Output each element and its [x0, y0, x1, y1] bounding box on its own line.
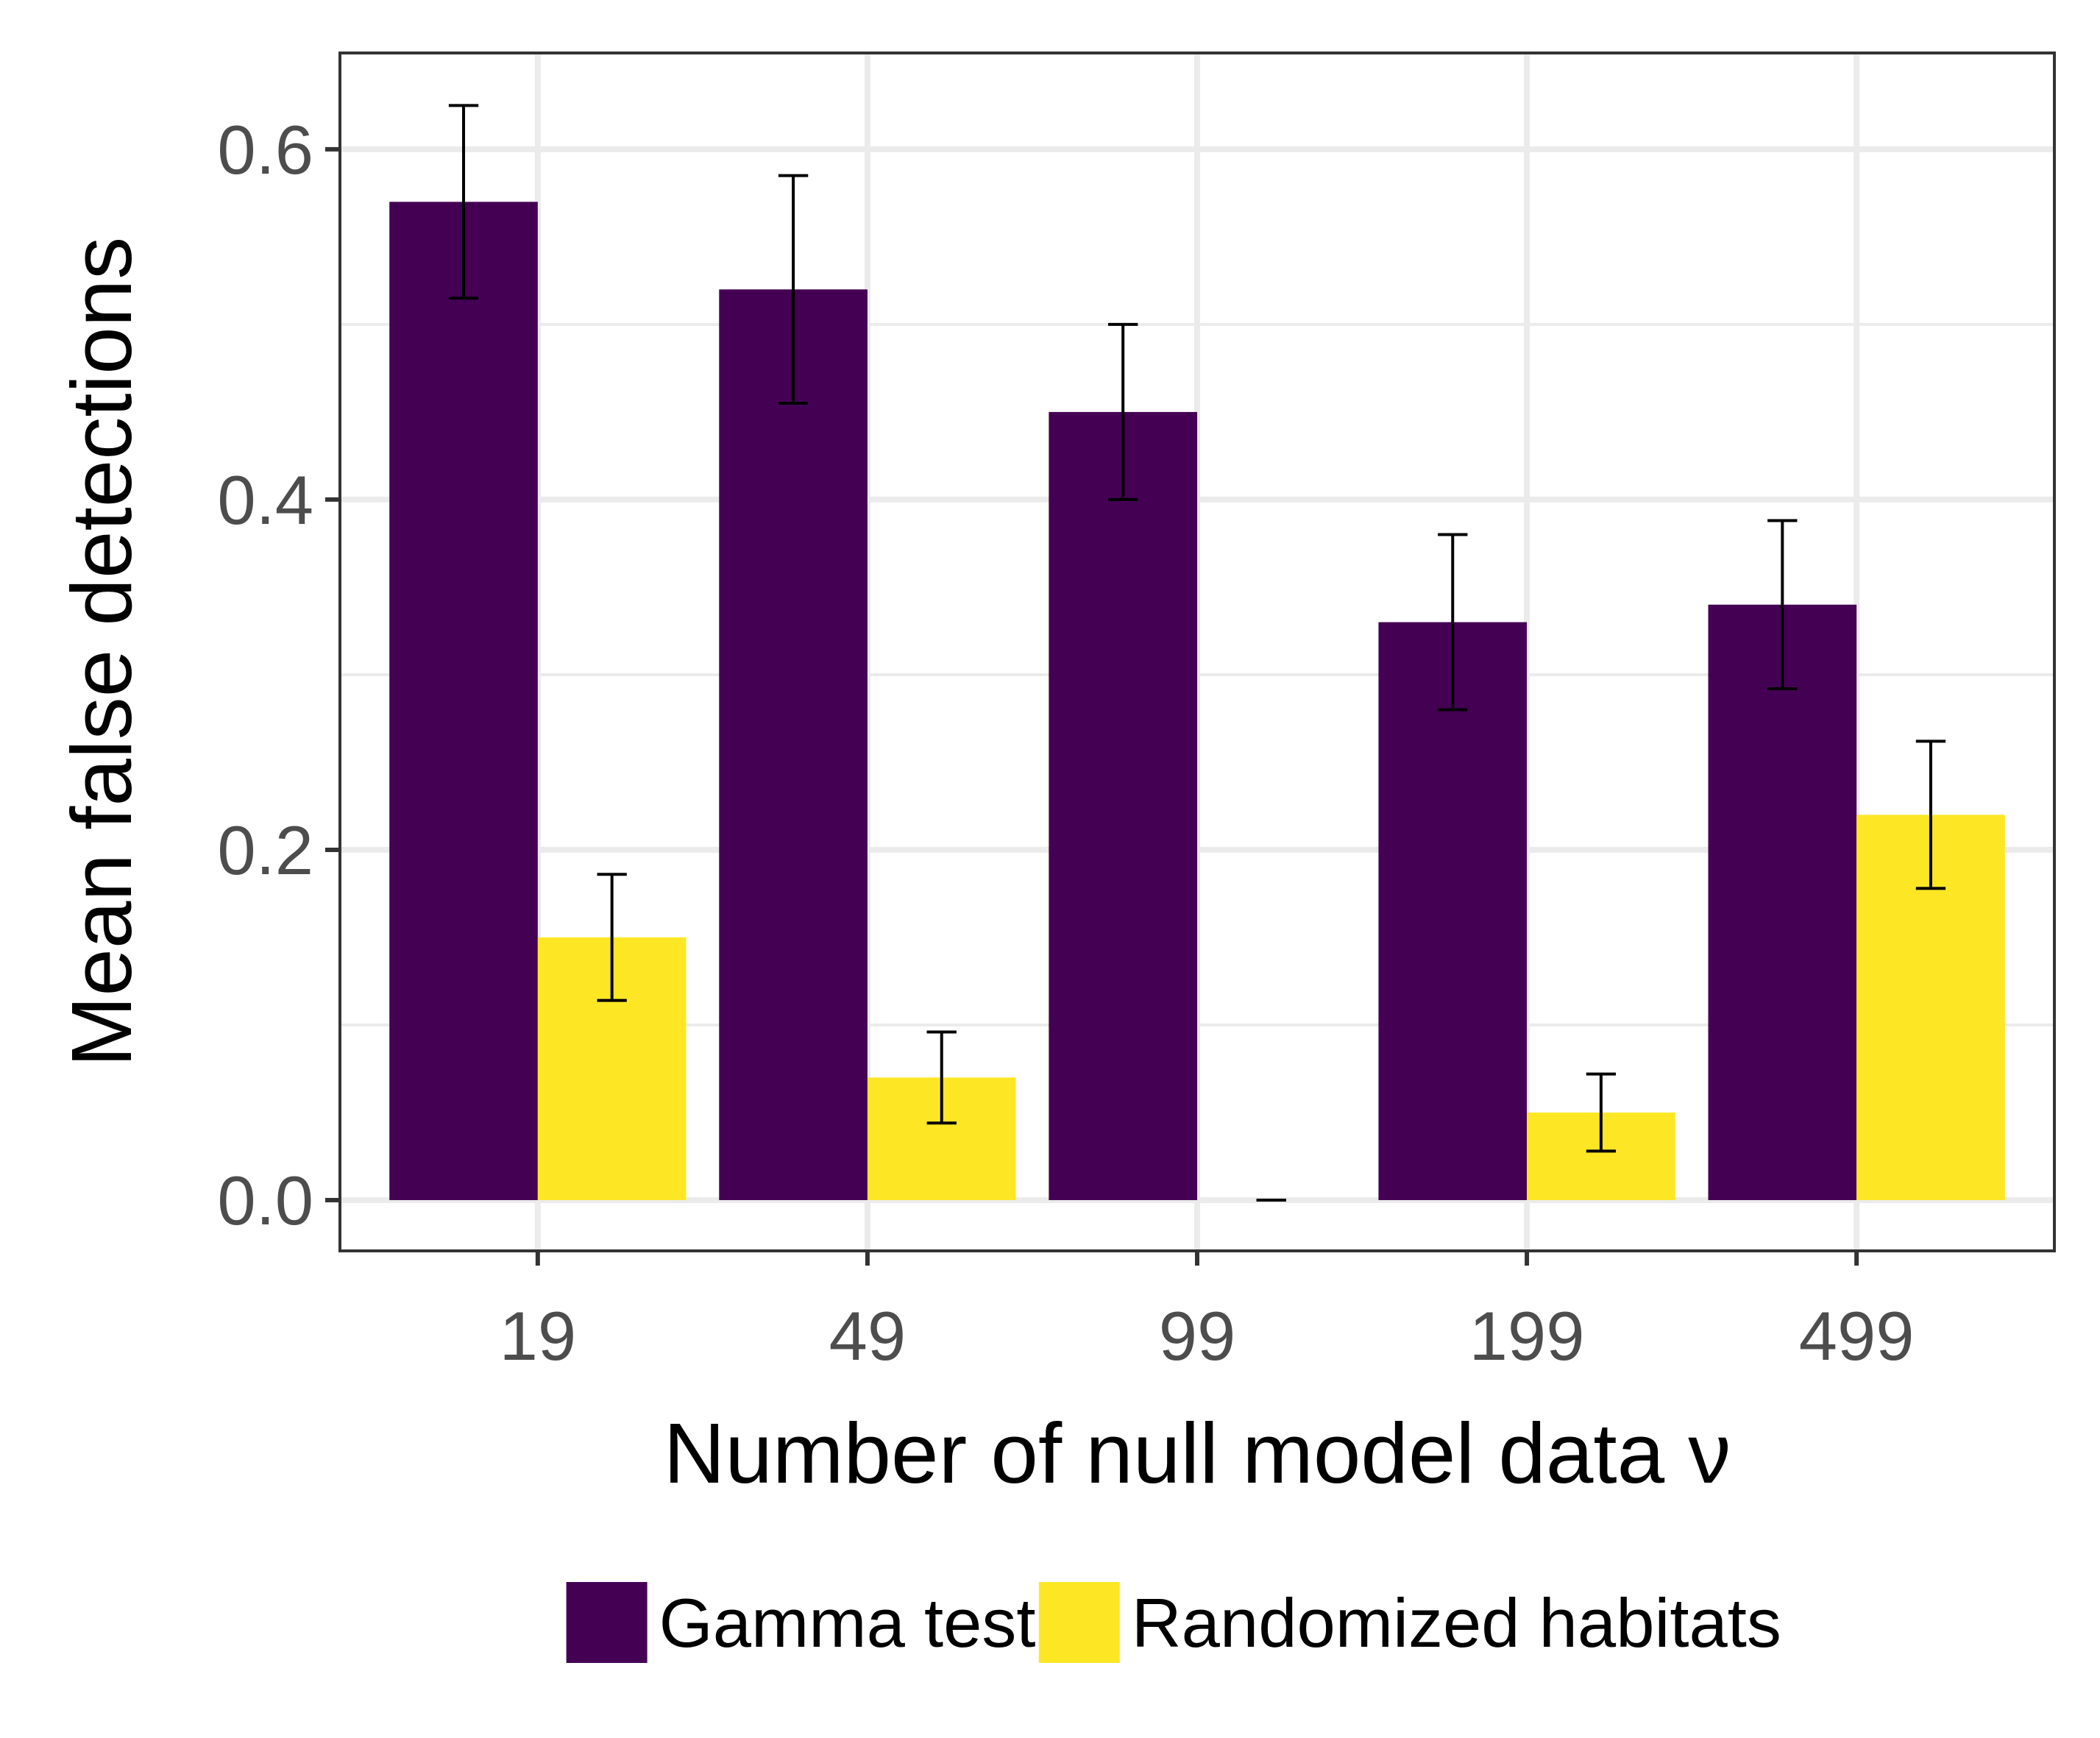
y-axis-title: Mean false detections — [54, 237, 149, 1067]
x-axis-title: Number of null model data ν — [664, 1405, 1731, 1501]
legend: Gamma test Randomized habitats — [566, 1582, 1781, 1663]
error-bar — [778, 174, 809, 405]
bar-gamma-test-49 — [719, 289, 868, 1200]
bars — [389, 202, 2005, 1200]
legend-swatch — [1038, 1582, 1120, 1663]
x-axis-ticks: 19 49 99 199 499 — [500, 1251, 1915, 1375]
x-tick-label: 49 — [829, 1297, 907, 1375]
error-bar — [1586, 1072, 1617, 1153]
legend-swatch — [566, 1582, 648, 1663]
bar-gamma-test-19 — [389, 202, 538, 1200]
error-bar — [597, 873, 627, 1002]
x-tick-label: 19 — [500, 1297, 577, 1375]
bar-gamma-test-499 — [1708, 604, 1857, 1200]
x-tick-label: 199 — [1469, 1297, 1585, 1375]
bar-gamma-test-99 — [1049, 411, 1197, 1200]
error-bar — [1915, 739, 1946, 890]
error-bar — [448, 104, 479, 300]
y-tick-label: 0.0 — [217, 1162, 313, 1239]
error-bars — [448, 104, 1946, 1202]
error-bar — [926, 1030, 957, 1125]
y-tick-label: 0.4 — [217, 461, 313, 539]
legend-label: Randomized habitats — [1132, 1584, 1781, 1661]
y-tick-label: 0.2 — [217, 812, 313, 889]
y-tick-label: 0.6 — [217, 111, 313, 188]
y-axis-ticks: 0.0 0.2 0.4 0.6 — [217, 111, 340, 1239]
bar-gamma-test-199 — [1378, 622, 1528, 1200]
x-tick-label: 99 — [1159, 1297, 1236, 1375]
legend-item: Randomized habitats — [1038, 1582, 1781, 1663]
x-tick-label: 499 — [1799, 1297, 1915, 1375]
legend-label: Gamma test — [659, 1584, 1036, 1661]
error-bar — [1438, 533, 1468, 712]
error-bar — [1108, 322, 1138, 501]
legend-item: Gamma test — [566, 1582, 1036, 1663]
error-bar — [1767, 519, 1798, 690]
